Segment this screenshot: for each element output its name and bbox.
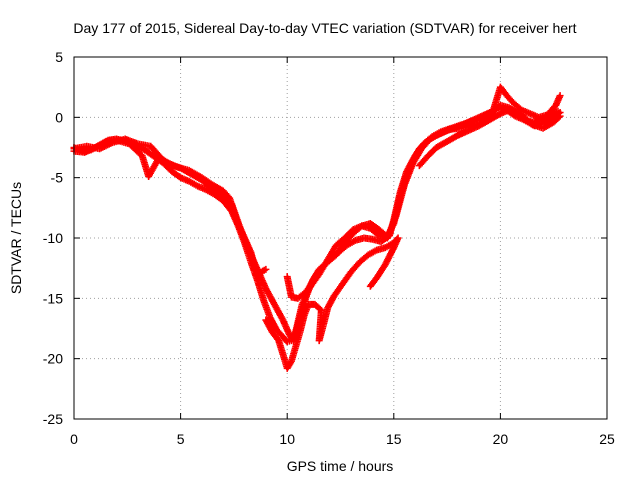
data-point-fill <box>555 113 563 121</box>
y-tick-label: -5 <box>51 170 64 186</box>
data-point <box>366 282 374 290</box>
y-axis-label: SDTVAR / TECUs <box>8 182 24 294</box>
axis-ticks <box>73 56 608 420</box>
data-point-fill <box>287 359 295 367</box>
series-0 <box>70 104 562 346</box>
x-tick-label: 10 <box>279 431 295 447</box>
plot-area <box>70 83 564 372</box>
data-point <box>556 112 564 120</box>
y-tick-label: -25 <box>43 411 63 427</box>
data-point-fill <box>367 281 375 289</box>
y-tick-label: 5 <box>55 49 63 65</box>
x-tick-label: 20 <box>493 431 509 447</box>
y-tick-label: -15 <box>43 290 63 306</box>
x-tick-label: 25 <box>599 431 615 447</box>
series-3 <box>262 105 564 372</box>
y-tick-label: 0 <box>55 109 63 125</box>
x-tick-label: 5 <box>177 431 185 447</box>
data-point <box>556 92 564 100</box>
x-axis-label: GPS time / hours <box>287 458 394 474</box>
x-tick-label: 15 <box>386 431 402 447</box>
y-tick-label: -20 <box>43 351 63 367</box>
y-axis-tick-labels: 5 0 -5 -10 -15 -20 -25 <box>43 49 63 427</box>
x-tick-label: 0 <box>70 431 78 447</box>
chart-title: Day 177 of 2015, Sidereal Day-to-day VTE… <box>73 20 576 36</box>
y-tick-label: -10 <box>43 230 63 246</box>
data-point <box>262 265 270 273</box>
series-2 <box>70 83 564 302</box>
x-axis-tick-labels: 0 5 10 15 20 25 <box>70 431 615 447</box>
